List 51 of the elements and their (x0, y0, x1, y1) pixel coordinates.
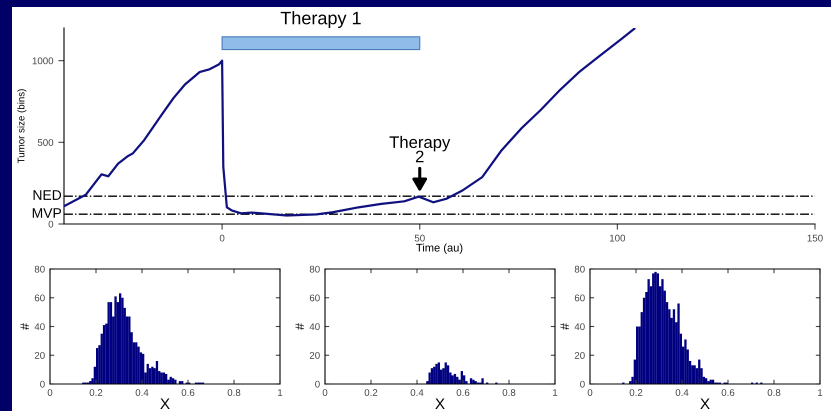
y-tick-label: 1000 (32, 57, 54, 64)
y-tick-label: 0 (40, 380, 45, 388)
y-axis-title: # (295, 323, 304, 330)
x-tick-label: 0.6 (456, 389, 470, 396)
y-tick-label: 0 (580, 380, 585, 388)
x-tick-label: 0.8 (768, 389, 780, 396)
y-axis-title: # (560, 323, 569, 330)
x-tick-label: 0.2 (364, 389, 378, 396)
x-tick-label: 0 (322, 389, 328, 396)
x-tick-label: 1 (553, 389, 558, 396)
y-tick-label: 500 (38, 139, 54, 146)
ref-line-label: MVP (32, 208, 62, 218)
x-tick-label: 0.8 (502, 389, 516, 396)
y-tick-label: 0 (315, 380, 320, 388)
x-tick-label: 150 (808, 234, 823, 242)
band-label: Therapy 1 (280, 11, 361, 28)
y-tick-label: 40 (574, 323, 585, 330)
y-tick-label: 20 (310, 352, 320, 359)
y-tick-label: 60 (574, 294, 585, 302)
x-tick-label: 0.2 (630, 389, 642, 396)
x-axis-title: X (700, 398, 710, 409)
x-tick-label: 0.4 (410, 389, 424, 396)
x-tick-label: 1 (818, 389, 822, 396)
x-tick-label: 0 (588, 389, 592, 396)
x-axis-title: Time (au) (416, 243, 462, 254)
y-tick-label: 0 (48, 220, 54, 228)
y-tick-label: 80 (310, 266, 320, 273)
x-tick-label: 0.2 (90, 389, 102, 396)
y-tick-label: 20 (574, 352, 585, 359)
x-tick-label: 0.8 (228, 389, 240, 396)
x-tick-label: 0.6 (182, 389, 194, 396)
y-tick-label: 40 (34, 323, 45, 330)
y-tick-label: 40 (310, 323, 320, 330)
x-axis-title: X (435, 398, 445, 409)
y-tick-label: 60 (34, 294, 45, 302)
y-tick-label: 20 (34, 352, 45, 359)
y-tick-label: 60 (310, 294, 320, 302)
x-tick-label: 0.4 (676, 389, 688, 396)
x-axis-title: X (160, 398, 170, 409)
x-tick-label: 100 (610, 234, 626, 242)
x-tick-label: 1 (278, 389, 282, 396)
x-tick-label: 50 (414, 234, 425, 242)
y-axis-title: # (20, 323, 29, 330)
x-tick-label: 0 (220, 234, 224, 242)
annotation: Therapy 2 (390, 136, 450, 162)
y-axis-title: Tumor size (bins) (17, 89, 26, 164)
x-tick-label: 0.6 (722, 389, 734, 396)
x-tick-label: 0.4 (136, 389, 148, 396)
ref-line-label: NED (34, 190, 62, 200)
y-tick-label: 80 (34, 266, 45, 273)
y-tick-label: 80 (574, 266, 585, 273)
